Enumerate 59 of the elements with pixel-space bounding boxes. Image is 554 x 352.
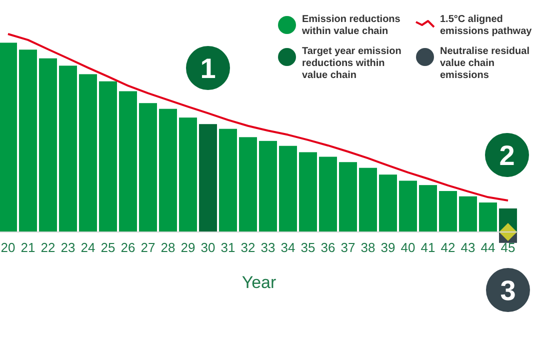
bar [279,146,297,232]
annotation: 1 [200,53,216,84]
x-tick-label: 25 [100,240,116,255]
x-tick-label: 31 [220,240,236,255]
bar [419,185,437,232]
legend-label: 1.5°C aligned emissions pathway [440,14,532,37]
bar [19,50,37,232]
x-tick-label: 24 [80,240,96,255]
x-tick-label: 36 [320,240,336,255]
bar [39,58,57,232]
bar [79,74,97,232]
x-tick-label: 35 [300,240,316,255]
bar [319,156,337,232]
bar [59,66,77,232]
x-tick-label: 23 [60,240,76,255]
x-tick-label: 38 [360,240,376,255]
x-tick-label: 26 [120,240,136,255]
bar [199,124,217,232]
bar [259,140,277,232]
bar [479,202,497,232]
x-tick-label: 39 [380,240,396,255]
bar [159,108,177,232]
bar [0,42,17,232]
x-tick-label: 41 [420,240,436,255]
x-tick-label: 20 [0,240,16,255]
x-tick-label: 40 [400,240,416,255]
bar [359,168,377,232]
x-tick-label: 43 [460,240,476,255]
x-tick-label: 27 [140,240,156,255]
bar [439,191,457,232]
x-tick-label: 44 [480,240,496,255]
bar [339,162,357,232]
bar [119,91,137,232]
legend-label: Emission reductions within value chain [301,14,401,37]
x-axis-title: Year [242,273,277,292]
x-tick-label: 21 [20,240,36,255]
x-tick-label: 32 [240,240,256,255]
x-tick-label: 30 [200,240,216,255]
x-tick-label: 22 [40,240,56,255]
x-tick-label: 33 [260,240,276,255]
x-tick-label: 29 [180,240,196,255]
x-tick-label: 34 [280,240,296,255]
x-tick-label: 28 [160,240,176,255]
legend-label: Neutralise residual value chain emissions [440,46,530,81]
text: 3 [500,275,516,306]
bar [139,103,157,232]
x-tick-label: 42 [440,240,456,255]
bar [99,81,117,232]
bar [299,152,317,232]
bar [179,118,197,232]
bar [459,196,477,232]
bar [239,137,257,232]
bar [399,180,417,232]
x-tick-label: 37 [340,240,356,255]
legend-label: Target year emission reductions within value chain [302,46,402,81]
x-tick-label: 45 [500,240,516,255]
annotation: 2 [499,140,515,171]
bar [219,128,237,232]
bar [379,174,397,232]
